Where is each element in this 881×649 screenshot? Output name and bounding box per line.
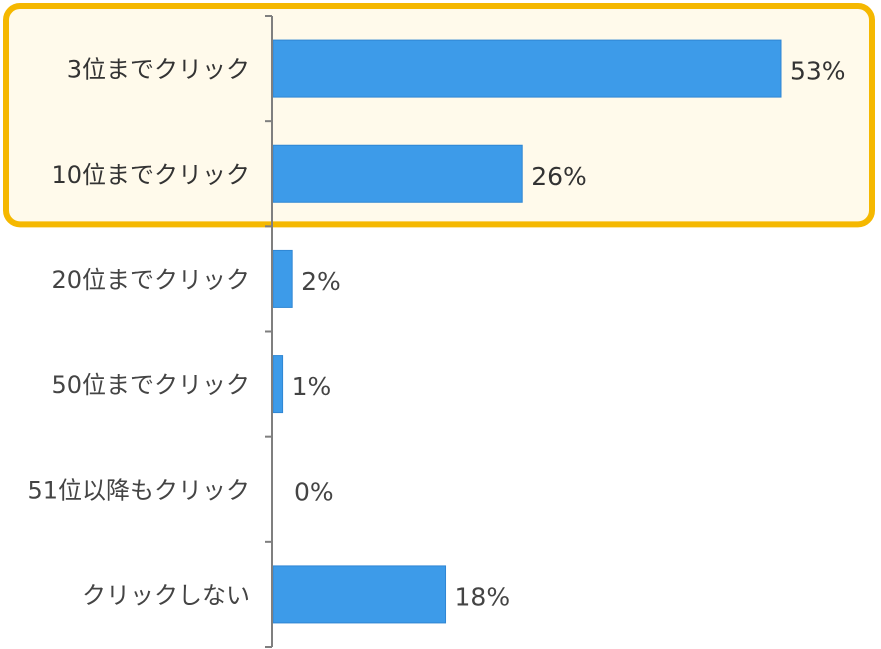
bar-1	[272, 144, 523, 203]
bar-2	[272, 249, 293, 308]
category-label: 20位までクリック	[51, 266, 250, 294]
category-label: 50位までクリック	[51, 371, 250, 399]
category-label: クリックしない	[82, 581, 250, 609]
category-label: 51位以降もクリック	[27, 476, 250, 504]
category-label: 3位までクリック	[67, 56, 250, 84]
data-label: 18%	[455, 582, 511, 611]
data-label: 0%	[294, 477, 334, 506]
data-label: 2%	[301, 267, 341, 296]
bar-0	[272, 39, 782, 98]
data-label: 1%	[292, 372, 332, 401]
data-label: 53%	[790, 57, 846, 86]
bar-5	[272, 565, 447, 624]
category-label: 10位までクリック	[51, 161, 250, 189]
bar-3	[272, 355, 284, 414]
data-label: 26%	[531, 162, 587, 191]
